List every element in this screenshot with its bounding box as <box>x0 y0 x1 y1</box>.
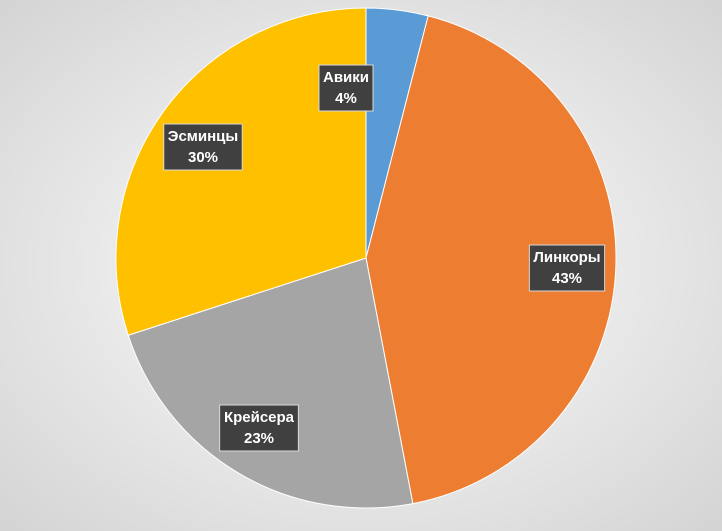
category-label: Авики <box>323 69 369 86</box>
pie-slice <box>127 257 414 509</box>
value-label: 4% <box>335 90 357 107</box>
label-box <box>163 123 243 171</box>
category-label: Крейсера <box>224 409 295 426</box>
value-label: 43% <box>552 270 582 287</box>
category-label: Эсминцы <box>168 128 238 145</box>
data-labels: Авики 4% Линкоры 43% Крейсера 23% Эсминцы 30% <box>163 64 606 452</box>
data-label: Эсминцы 30% <box>163 123 243 171</box>
value-label: 30% <box>188 149 218 166</box>
data-label: Линкоры 43% <box>528 244 606 292</box>
category-label: Линкоры <box>533 249 600 266</box>
pie-slice <box>115 7 367 336</box>
pie-slice <box>365 15 617 505</box>
label-box <box>528 244 606 292</box>
data-label: Крейсера 23% <box>219 404 299 452</box>
label-box <box>318 64 374 112</box>
value-label: 23% <box>244 430 274 447</box>
pie <box>115 7 617 509</box>
data-label: Авики 4% <box>318 64 374 112</box>
label-box <box>219 404 299 452</box>
